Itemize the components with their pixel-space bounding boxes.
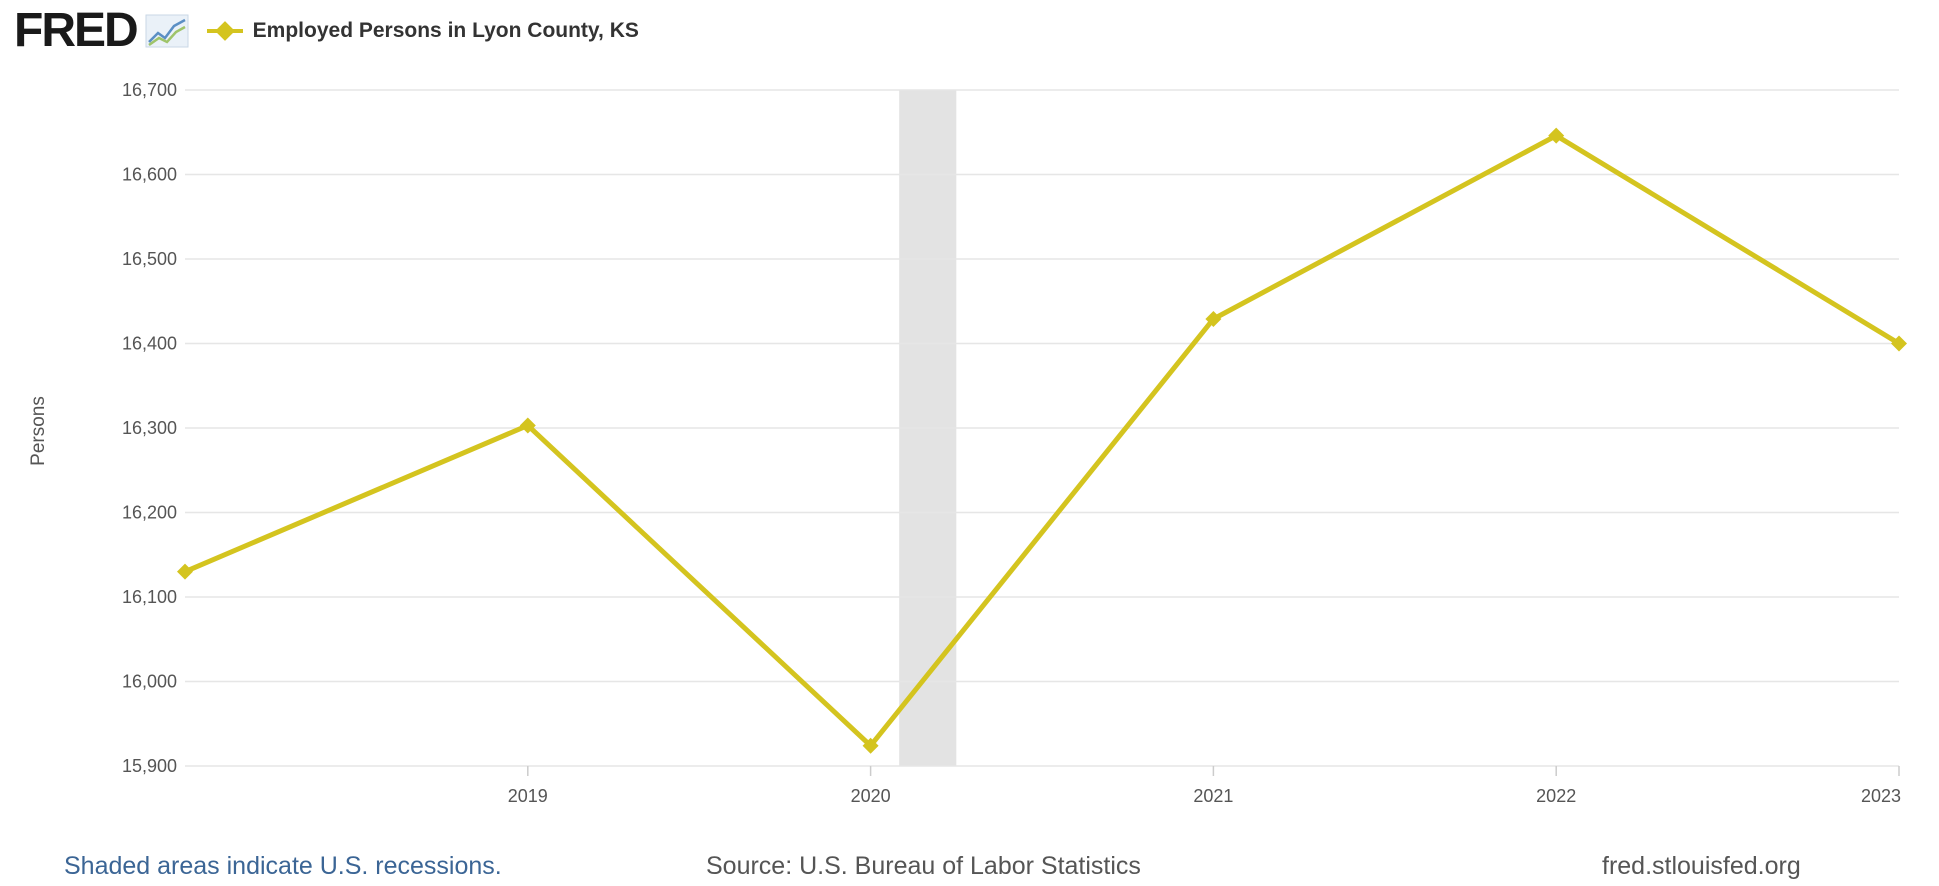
y-tick-label: 16,600 xyxy=(122,165,177,185)
y-tick-label: 16,400 xyxy=(122,334,177,354)
data-point-marker xyxy=(519,417,536,434)
x-tick-label: 2022 xyxy=(1536,786,1576,806)
y-tick-label: 16,300 xyxy=(122,418,177,438)
data-point-marker xyxy=(1891,335,1907,352)
x-axis-ticks: 2019 2020 2021 2022 2023 xyxy=(508,766,1901,806)
chart-footer: Shaded areas indicate U.S. recessions. S… xyxy=(0,852,1939,882)
data-point-marker xyxy=(862,737,879,754)
legend-diamond-icon xyxy=(206,21,243,41)
legend-label: Employed Persons in Lyon County, KS xyxy=(252,19,639,42)
fred-logo[interactable]: FRED xyxy=(14,4,139,57)
line-chart: 16,700 16,600 16,500 16,400 16,300 16,200 16,1… xyxy=(28,80,1907,806)
series-layer xyxy=(177,127,1907,754)
x-tick-label: 2023 xyxy=(1861,786,1901,806)
y-tick-label: 16,500 xyxy=(122,249,177,269)
x-tick-label: 2019 xyxy=(508,786,548,806)
series-line xyxy=(182,132,1902,750)
site-url[interactable]: fred.stlouisfed.org xyxy=(1602,852,1801,880)
chart-header: FRED Employed Persons in Lyon County, KS xyxy=(14,6,639,56)
y-tick-label: 16,700 xyxy=(122,80,177,100)
y-tick-label: 16,000 xyxy=(122,672,177,692)
recession-note-link[interactable]: Shaded areas indicate U.S. recessions. xyxy=(64,852,502,880)
x-tick-label: 2021 xyxy=(1193,786,1233,806)
fred-logo-chart-icon xyxy=(145,14,189,48)
data-point-marker xyxy=(1205,310,1222,327)
source-note: Source: U.S. Bureau of Labor Statistics xyxy=(706,852,1141,880)
data-point-marker xyxy=(177,563,193,580)
y-tick-label: 15,900 xyxy=(122,756,177,776)
y-tick-label: 16,100 xyxy=(122,587,177,607)
y-tick-label: 16,200 xyxy=(122,503,177,523)
data-point-marker xyxy=(1548,127,1565,144)
legend[interactable]: Employed Persons in Lyon County, KS xyxy=(206,19,639,43)
y-axis-label: Persons xyxy=(28,396,49,466)
x-tick-label: 2020 xyxy=(851,786,891,806)
y-axis-ticks: 16,700 16,600 16,500 16,400 16,300 16,200 16,1… xyxy=(122,80,177,776)
gridlines xyxy=(185,89,1899,767)
